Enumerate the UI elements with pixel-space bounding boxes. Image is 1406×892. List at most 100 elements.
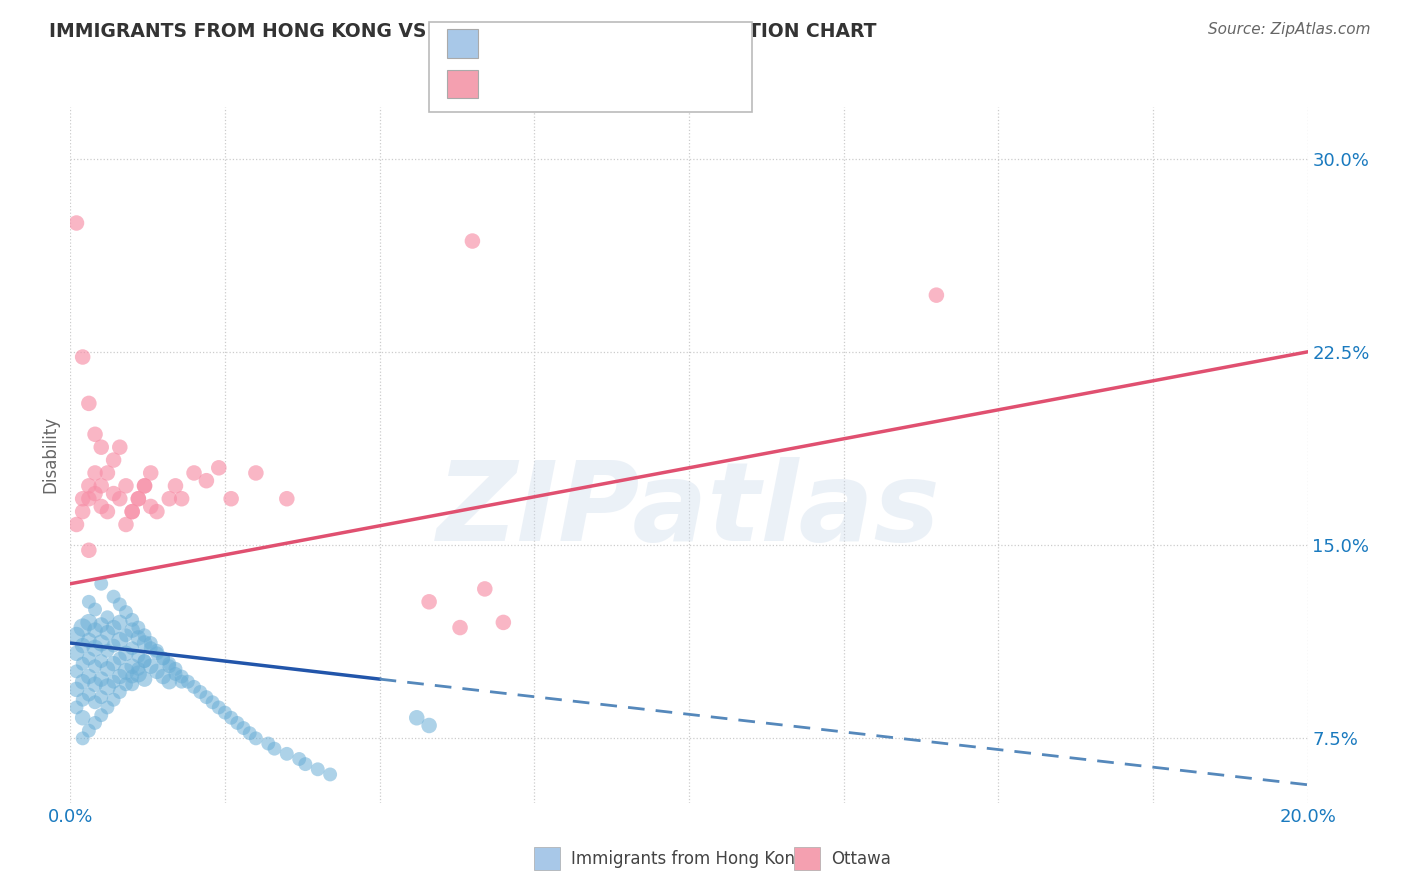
Point: [127, 491, 149, 506]
Point: [127, 631, 149, 645]
Point: [134, 628, 156, 642]
Point: [152, 651, 174, 665]
Point: [84, 715, 107, 730]
Point: [103, 453, 125, 467]
Point: [84, 677, 107, 691]
Point: [103, 657, 125, 671]
Point: [65, 682, 87, 697]
Point: [90, 654, 112, 668]
Point: [146, 665, 169, 679]
Point: [157, 659, 180, 673]
Point: [188, 685, 211, 699]
Point: [474, 582, 496, 596]
Point: [96, 466, 118, 480]
Point: [134, 479, 156, 493]
Point: [146, 646, 169, 660]
Text: IMMIGRANTS FROM HONG KONG VS OTTAWA DISABILITY CORRELATION CHART: IMMIGRANTS FROM HONG KONG VS OTTAWA DISA…: [49, 22, 877, 41]
Point: [115, 517, 138, 532]
Point: [115, 646, 138, 660]
Point: [257, 737, 280, 751]
Point: [146, 644, 169, 658]
Point: [208, 700, 231, 714]
Point: [157, 674, 180, 689]
Point: [239, 726, 262, 740]
Point: [121, 659, 143, 673]
Point: [77, 543, 100, 558]
Point: [65, 517, 87, 532]
Point: [72, 657, 94, 671]
Point: [449, 621, 471, 635]
Point: [134, 636, 156, 650]
Point: [108, 669, 131, 683]
Point: [139, 466, 162, 480]
Point: [219, 711, 242, 725]
Point: [121, 669, 143, 683]
Point: [925, 288, 948, 302]
Point: [77, 595, 100, 609]
Point: [65, 216, 87, 230]
Point: [127, 491, 149, 506]
Point: [152, 651, 174, 665]
Point: [96, 625, 118, 640]
Point: [115, 677, 138, 691]
Point: [90, 708, 112, 723]
Text: 0.254: 0.254: [529, 79, 592, 98]
Point: [263, 741, 285, 756]
Point: [77, 396, 100, 410]
Point: [121, 677, 143, 691]
Point: [219, 491, 242, 506]
Point: [288, 752, 311, 766]
Point: [65, 700, 87, 714]
Point: [72, 639, 94, 653]
Point: [108, 651, 131, 665]
Point: [146, 505, 169, 519]
Point: [492, 615, 515, 630]
Point: [108, 440, 131, 454]
Point: [77, 491, 100, 506]
Point: [232, 721, 254, 735]
Point: [170, 491, 193, 506]
Point: [96, 610, 118, 624]
Point: [90, 576, 112, 591]
Point: [121, 505, 143, 519]
Point: [77, 479, 100, 493]
Point: [103, 639, 125, 653]
Point: [134, 672, 156, 686]
Point: [127, 662, 149, 676]
Point: [245, 731, 267, 746]
Point: [77, 615, 100, 630]
Point: [90, 672, 112, 686]
Point: [77, 651, 100, 665]
Point: [115, 605, 138, 619]
Y-axis label: Disability: Disability: [41, 417, 59, 493]
Text: -0.146: -0.146: [529, 33, 593, 52]
Text: Immigrants from Hong Kong: Immigrants from Hong Kong: [571, 849, 806, 868]
Point: [195, 690, 218, 705]
Point: [84, 659, 107, 673]
Point: [65, 665, 87, 679]
Text: ZIPatlas: ZIPatlas: [437, 457, 941, 564]
Point: [139, 659, 162, 673]
Point: [65, 646, 87, 660]
Point: [108, 685, 131, 699]
Point: [183, 680, 205, 694]
Text: R =: R =: [489, 79, 529, 98]
Point: [405, 711, 427, 725]
Point: [103, 674, 125, 689]
Point: [65, 628, 87, 642]
Point: [77, 669, 100, 683]
Point: [276, 747, 298, 761]
Point: [170, 674, 193, 689]
Point: [84, 466, 107, 480]
Point: [84, 641, 107, 656]
Point: [108, 491, 131, 506]
Point: [90, 479, 112, 493]
Point: [84, 695, 107, 709]
Point: [294, 757, 316, 772]
Point: [121, 505, 143, 519]
Point: [134, 479, 156, 493]
Point: [165, 667, 187, 681]
Point: [90, 500, 112, 514]
Point: [77, 723, 100, 738]
Point: [127, 648, 149, 663]
